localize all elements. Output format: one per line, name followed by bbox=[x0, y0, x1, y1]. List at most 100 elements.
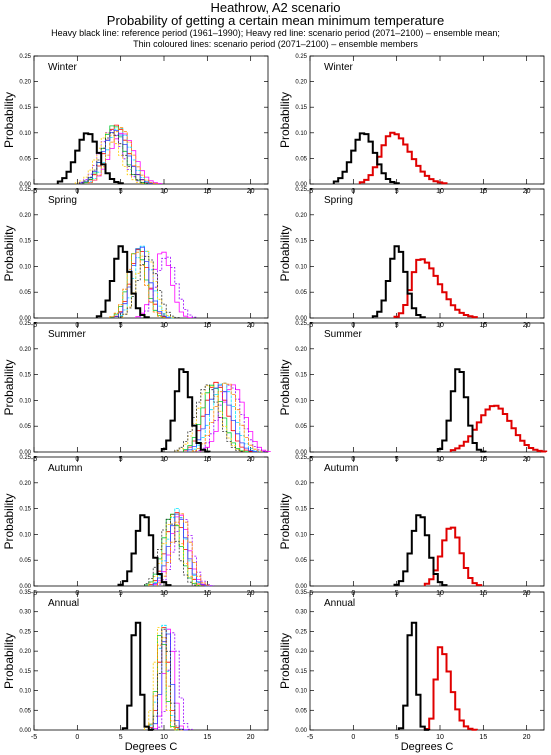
reference-line bbox=[371, 245, 426, 319]
x-tick-label: 5 bbox=[395, 734, 399, 741]
panel-winter-left: 0.000.050.100.150.200.25-505101520Winter bbox=[19, 54, 269, 195]
plot-frame bbox=[309, 188, 545, 319]
y-axis-title: Probability bbox=[2, 493, 16, 549]
y-tick-label: 0.15 bbox=[19, 507, 31, 513]
y-tick-label: 0.20 bbox=[295, 80, 307, 86]
ensemble-mean-line bbox=[423, 646, 478, 731]
member-series-line bbox=[135, 251, 193, 318]
y-tick-label: 0.15 bbox=[295, 105, 307, 111]
season-label: Spring bbox=[324, 195, 353, 206]
season-label: Summer bbox=[324, 329, 362, 340]
y-axis-title: Probability bbox=[2, 92, 16, 148]
y-tick-label: 0.10 bbox=[19, 398, 31, 404]
member-series-line bbox=[113, 246, 171, 318]
y-tick-label: 0.00 bbox=[19, 182, 31, 188]
y-tick-label: 0.15 bbox=[19, 105, 31, 111]
x-tick-label: -5 bbox=[31, 734, 37, 741]
x-tick-label: 10 bbox=[160, 734, 168, 741]
y-tick-label: 0.25 bbox=[295, 54, 307, 60]
y-tick-label: 0.20 bbox=[19, 213, 31, 219]
x-tick-label: 0 bbox=[351, 734, 355, 741]
reference-line bbox=[397, 621, 431, 731]
y-tick-label: 0.05 bbox=[295, 424, 307, 430]
member-series-line bbox=[109, 251, 167, 318]
member-series-line bbox=[144, 518, 197, 586]
season-label: Autumn bbox=[324, 463, 358, 474]
plot-frame bbox=[309, 456, 545, 587]
member-series-line bbox=[157, 513, 210, 586]
y-tick-label: 0.05 bbox=[19, 558, 31, 564]
reference-line bbox=[160, 368, 211, 453]
y-tick-label: 0.00 bbox=[295, 450, 307, 456]
reference-line bbox=[121, 621, 155, 731]
y-axis-title: Probability bbox=[278, 225, 292, 281]
panel-spring-left: 0.000.050.100.150.200.25-505101520Spring bbox=[19, 187, 269, 329]
panel-autumn-right: 0.000.050.100.150.200.25-505101520Autumn bbox=[295, 455, 545, 597]
y-tick-label: 0.25 bbox=[295, 321, 307, 327]
season-label: Winter bbox=[48, 62, 78, 73]
y-tick-label: 0.15 bbox=[19, 239, 31, 245]
season-label: Annual bbox=[48, 598, 79, 609]
y-axis-title: Probability bbox=[278, 92, 292, 148]
y-tick-label: 0.25 bbox=[19, 187, 31, 193]
y-tick-label: 0.15 bbox=[295, 507, 307, 513]
reference-line bbox=[332, 132, 400, 185]
y-axis-title: Probability bbox=[2, 225, 16, 281]
reference-line bbox=[95, 245, 150, 319]
y-tick-label: 0.20 bbox=[295, 347, 307, 353]
season-label: Summer bbox=[48, 329, 86, 340]
reference-line bbox=[56, 132, 124, 185]
season-label: Autumn bbox=[48, 463, 82, 474]
plot-frame bbox=[309, 322, 545, 453]
y-tick-label: 0.10 bbox=[295, 131, 307, 137]
y-tick-label: 0.20 bbox=[19, 80, 31, 86]
plot-frame bbox=[33, 188, 269, 319]
y-tick-label: 0.20 bbox=[19, 347, 31, 353]
y-tick-label: 0.10 bbox=[295, 398, 307, 404]
x-tick-label: 15 bbox=[479, 734, 487, 741]
y-axis-title: Probability bbox=[278, 359, 292, 415]
member-series-line bbox=[183, 384, 249, 453]
x-axis-title: Degrees C bbox=[125, 741, 178, 753]
member-series-line bbox=[174, 384, 245, 452]
y-tick-label: 0.15 bbox=[295, 239, 307, 245]
panel-spring-right: 0.000.050.100.150.200.25-505101520Spring bbox=[295, 187, 545, 329]
x-tick-label: 5 bbox=[119, 734, 123, 741]
member-series-line bbox=[74, 132, 145, 184]
x-tick-label: 20 bbox=[523, 734, 531, 741]
y-tick-label: 0.05 bbox=[295, 290, 307, 296]
member-series-line bbox=[152, 513, 210, 587]
x-tick-label: -5 bbox=[307, 734, 313, 741]
y-tick-label: 0.15 bbox=[19, 669, 31, 675]
y-tick-label: 0.05 bbox=[19, 156, 31, 162]
y-tick-label: 0.05 bbox=[19, 424, 31, 430]
plot-frame bbox=[33, 322, 269, 453]
y-tick-label: 0.10 bbox=[19, 131, 31, 137]
y-tick-label: 0.00 bbox=[295, 316, 307, 322]
y-tick-label: 0.10 bbox=[19, 532, 31, 538]
reference-line bbox=[393, 514, 448, 587]
y-tick-label: 0.20 bbox=[295, 213, 307, 219]
chart-subtitle: Probability of getting a certain mean mi… bbox=[106, 13, 445, 28]
y-tick-label: 0.05 bbox=[295, 156, 307, 162]
season-label: Spring bbox=[48, 195, 77, 206]
y-tick-label: 0.15 bbox=[295, 373, 307, 379]
ensemble-mean-line bbox=[393, 258, 478, 319]
y-tick-label: 0.00 bbox=[19, 584, 31, 590]
member-series-line bbox=[196, 384, 267, 452]
y-tick-label: 0.10 bbox=[295, 689, 307, 695]
panel-autumn-left: 0.000.050.100.150.200.25-505101520Autumn bbox=[19, 455, 269, 597]
y-tick-label: 0.10 bbox=[19, 689, 31, 695]
member-series-line bbox=[157, 632, 193, 730]
y-tick-label: 0.10 bbox=[19, 264, 31, 270]
y-tick-label: 0.25 bbox=[295, 629, 307, 635]
member-series-line bbox=[148, 628, 184, 731]
member-series-line bbox=[139, 256, 197, 318]
y-tick-label: 0.05 bbox=[295, 708, 307, 714]
y-tick-label: 0.05 bbox=[19, 708, 31, 714]
season-label: Winter bbox=[324, 62, 354, 73]
plot-frame bbox=[33, 456, 269, 587]
panel-summer-left: 0.000.050.100.150.200.25-505101520Summer bbox=[19, 321, 271, 463]
